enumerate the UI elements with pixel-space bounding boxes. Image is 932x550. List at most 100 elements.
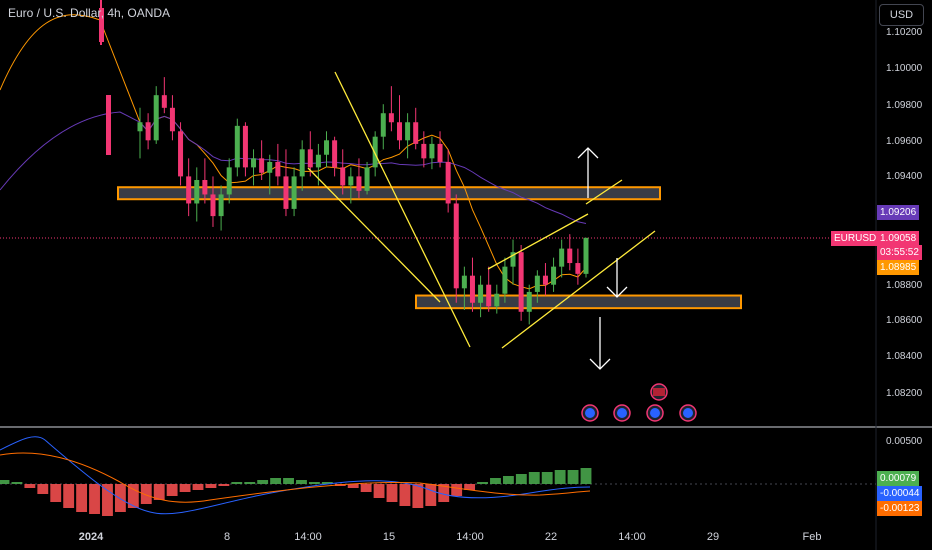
candle-body — [437, 143, 443, 162]
time-label: 15 — [382, 531, 396, 543]
macd-histogram-bar — [515, 474, 527, 484]
macd-histogram-bar — [102, 484, 113, 516]
macd-histogram-bar — [192, 484, 204, 490]
candle-body — [567, 248, 573, 264]
macd-histogram-tag: 0.00079 — [877, 471, 920, 486]
support-resistance-zone — [117, 186, 661, 201]
candle-body — [234, 125, 240, 168]
candle-body — [518, 252, 524, 312]
time-label: 22 — [544, 531, 558, 543]
macd-histogram-bar — [554, 470, 566, 484]
macd-histogram-bar — [283, 478, 294, 484]
price-label: 1.08400 — [886, 351, 923, 362]
candle-body — [396, 122, 402, 141]
ma-fast-line — [0, 14, 587, 290]
candle-body — [307, 149, 313, 168]
candle-body — [421, 143, 427, 159]
countdown-tag: 03:55:52 — [877, 245, 922, 260]
channel-trendline — [501, 230, 656, 349]
macd-histogram-bar — [373, 484, 385, 498]
macd-histogram-bar — [140, 484, 152, 504]
candle-body — [332, 140, 338, 168]
channel-trendline — [307, 167, 441, 303]
channel-trendline — [334, 71, 471, 348]
macd-histogram-bar — [244, 482, 256, 484]
macd-histogram-bar — [347, 484, 359, 488]
economic-event-icon — [585, 408, 595, 418]
price-label: 1.08800 — [886, 280, 923, 291]
macd-histogram-bar — [502, 476, 514, 484]
macd-histogram-bar — [0, 480, 10, 484]
macd-histogram-bar — [360, 484, 372, 492]
macd-histogram-bar — [63, 484, 75, 508]
channel-trendline — [585, 179, 623, 205]
candle-body — [210, 194, 216, 217]
channel-trendline — [487, 213, 589, 270]
candle-body — [267, 161, 273, 173]
price-label: 1.09400 — [886, 171, 923, 182]
projection-arrow-head — [589, 358, 611, 370]
macd-histogram-bar — [451, 484, 463, 496]
macd-line-tag: -0.00044 — [877, 486, 923, 501]
candle-body — [405, 122, 411, 141]
candle-body — [502, 266, 508, 294]
symbol-title[interactable]: Euro / U.S. Dollar, 4h, OANDA — [8, 6, 171, 20]
candle-body — [251, 158, 257, 168]
macd-histogram-bar — [205, 484, 217, 488]
candle-body — [364, 167, 370, 191]
projection-arrow-head — [606, 286, 628, 298]
moving-averages — [0, 14, 587, 290]
price-label: 1.10000 — [886, 63, 923, 74]
macd-histogram-bar — [464, 484, 476, 490]
macd-histogram-bar — [24, 484, 36, 488]
macd-histogram-bar — [321, 482, 333, 484]
signal-line-tag: -0.00123 — [877, 501, 923, 516]
macd-histogram-bar — [412, 484, 424, 508]
candle-body — [575, 263, 581, 274]
currency-button[interactable]: USD — [879, 4, 924, 26]
candle-body — [388, 113, 394, 123]
price-label: 1.09800 — [886, 100, 923, 111]
candle-body — [413, 122, 419, 144]
macd-histogram-bar — [231, 482, 243, 484]
candle-body — [218, 194, 224, 217]
candle-body — [583, 237, 589, 274]
candle-body — [453, 203, 459, 289]
candle-body — [510, 252, 516, 267]
us-flag-event-icon — [653, 388, 665, 396]
candle-body — [445, 161, 451, 204]
candle-body — [161, 95, 167, 108]
macd-histogram-bar — [179, 484, 191, 492]
macd-histogram-bar — [166, 484, 178, 496]
candle-body — [153, 95, 159, 141]
time-label: Feb — [802, 531, 822, 543]
candle-body — [429, 143, 435, 159]
candle-body — [559, 248, 565, 267]
time-label: 14:00 — [294, 531, 322, 543]
drawing-layer — [307, 71, 656, 370]
candle-body — [283, 176, 289, 209]
candle-body — [242, 125, 248, 168]
candle-body — [99, 8, 104, 42]
candle-body — [202, 180, 208, 195]
macd-line — [0, 436, 591, 515]
candle-body — [348, 176, 354, 186]
macd-histogram-bar — [541, 472, 553, 484]
macd-histogram-bar — [114, 484, 126, 512]
candle-body — [380, 113, 386, 137]
time-label: 14:00 — [618, 531, 646, 543]
candle-body — [186, 176, 192, 204]
macd-histogram-bar — [127, 484, 139, 508]
macd-histogram-bar — [11, 482, 23, 484]
price-label: 1.08600 — [886, 315, 923, 326]
time-label: 14:00 — [456, 531, 484, 543]
macd-histogram-bar — [580, 468, 592, 484]
macd-histogram-bar — [399, 484, 411, 506]
candle-body — [526, 291, 532, 312]
macd-histogram-bar — [386, 484, 398, 502]
macd-histogram-bar — [477, 482, 488, 484]
macd-histogram-bar — [296, 480, 307, 484]
price-label: 1.08200 — [886, 388, 923, 399]
candle-body — [461, 275, 467, 289]
